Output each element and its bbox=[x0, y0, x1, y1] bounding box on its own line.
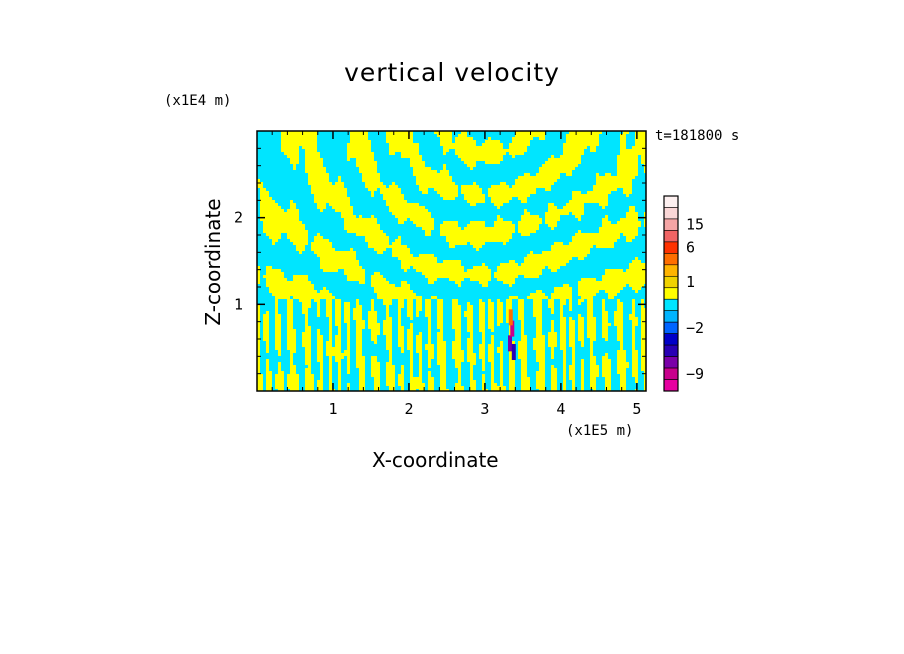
colorbar-swatch bbox=[663, 379, 679, 392]
velocity-core-cell bbox=[508, 335, 513, 352]
colorbar-tick-label: 1 bbox=[686, 273, 695, 291]
time-label: t=181800 s bbox=[655, 128, 740, 144]
colorbar-swatch bbox=[663, 195, 679, 208]
colorbar: 15 6 1 −2 −9 bbox=[663, 195, 704, 392]
velocity-field bbox=[257, 131, 646, 391]
colorbar-tick-label: 6 bbox=[686, 239, 695, 257]
colorbar-swatch bbox=[663, 241, 679, 254]
colorbar-swatch bbox=[663, 356, 679, 369]
x-tick-label: 5 bbox=[632, 400, 641, 418]
x-axis-label: X-coordinate bbox=[372, 448, 499, 472]
x-tick-label: 2 bbox=[404, 400, 413, 418]
colorbar-swatch bbox=[663, 218, 679, 231]
colorbar-swatch bbox=[663, 298, 679, 312]
y-tick-label: 2 bbox=[234, 209, 243, 227]
z-axis-unit: (x1E4 m) bbox=[164, 93, 232, 109]
colorbar-swatch bbox=[663, 287, 679, 300]
colorbar-swatch bbox=[663, 207, 679, 220]
y-axis: 12 bbox=[234, 147, 646, 375]
colorbar-swatch bbox=[663, 333, 679, 346]
colorbar-swatch bbox=[663, 275, 679, 289]
colorbar-swatch bbox=[663, 344, 679, 357]
colorbar-swatch bbox=[663, 253, 679, 266]
x-axis: 1 2 3 4 5 bbox=[271, 131, 641, 418]
x-tick-label: 3 bbox=[480, 400, 489, 418]
colorbar-swatch bbox=[663, 230, 679, 243]
colorbar-tick-label: −2 bbox=[686, 319, 704, 337]
y-tick-label: 1 bbox=[234, 295, 243, 313]
plot-frame bbox=[256, 130, 647, 392]
colorbar-swatch bbox=[663, 367, 679, 380]
velocity-core-cell bbox=[510, 320, 515, 337]
x-axis-unit: (x1E5 m) bbox=[566, 423, 634, 439]
chart-title: vertical velocity bbox=[344, 58, 560, 87]
x-tick-label: 1 bbox=[328, 400, 337, 418]
velocity-core-cell bbox=[511, 344, 516, 360]
x-tick-label: 4 bbox=[556, 400, 565, 418]
colorbar-frame bbox=[663, 195, 679, 392]
colorbar-swatch bbox=[663, 321, 679, 334]
colorbar-swatch bbox=[663, 310, 679, 323]
colorbar-tick-label: 15 bbox=[686, 216, 704, 234]
colorbar-swatch bbox=[663, 264, 679, 277]
positive-velocity-region bbox=[257, 131, 646, 391]
colorbar-tick-label: −9 bbox=[686, 365, 704, 383]
velocity-core-cell bbox=[508, 309, 513, 326]
